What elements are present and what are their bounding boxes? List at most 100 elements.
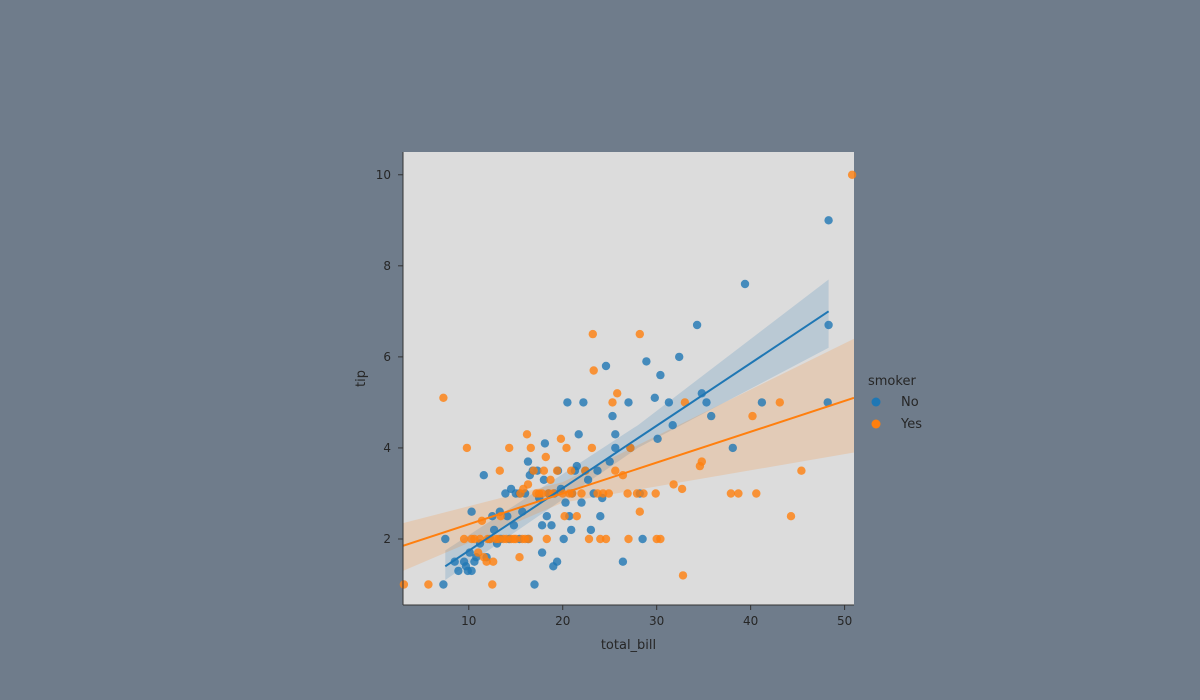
point-no [664, 398, 674, 407]
point-no [611, 443, 620, 453]
y-axis: 2 4 6 8 10 [376, 152, 404, 605]
point-yes [639, 489, 648, 498]
point-yes [726, 489, 736, 498]
point-no [439, 580, 448, 589]
point-yes [529, 466, 538, 475]
point-no [559, 534, 568, 544]
point-no [601, 361, 611, 371]
legend-title: smoker [868, 374, 916, 389]
legend: smoker No Yes [868, 374, 922, 432]
point-no [540, 439, 550, 448]
confidence-band-no [445, 279, 829, 580]
point-yes [560, 512, 569, 521]
x-tick-label: 30 [649, 614, 664, 628]
point-yes [526, 443, 535, 453]
point-yes [523, 480, 533, 489]
point-no [611, 430, 620, 439]
point-no [503, 512, 512, 521]
point-yes [786, 512, 796, 521]
point-yes [623, 489, 632, 498]
legend-label-yes: Yes [900, 417, 922, 432]
point-yes [632, 489, 642, 498]
point-yes [587, 443, 597, 453]
point-no [579, 398, 588, 407]
point-no [574, 430, 583, 439]
x-axis: 10 20 30 40 50 [403, 604, 854, 628]
point-no [467, 566, 476, 576]
point-yes [515, 553, 524, 562]
confidence-bands [403, 279, 854, 580]
point-yes [524, 534, 534, 544]
point-no [479, 471, 488, 480]
point-no [668, 421, 677, 430]
point-yes [624, 534, 633, 544]
point-yes [635, 329, 644, 339]
regression-lines [403, 310, 854, 568]
point-yes [847, 170, 857, 179]
point-no [552, 557, 562, 566]
x-tick-label: 20 [555, 614, 570, 628]
point-no [542, 512, 551, 521]
point-no [624, 398, 633, 407]
point-yes [748, 411, 757, 421]
point-no [454, 566, 463, 576]
legend-marker-yes [871, 419, 881, 429]
point-yes [488, 580, 497, 589]
point-no [728, 443, 737, 453]
point-yes [542, 534, 551, 544]
point-no [577, 498, 586, 507]
y-tick-label: 8 [383, 259, 391, 273]
point-no [740, 279, 750, 289]
plot-area [403, 152, 854, 605]
point-no [563, 398, 572, 407]
point-no [583, 475, 593, 484]
point-no [823, 398, 832, 407]
point-yes [572, 512, 581, 521]
point-yes [669, 480, 678, 489]
point-yes [697, 457, 706, 466]
x-tick-label: 50 [837, 614, 852, 628]
x-tick-label: 10 [461, 614, 476, 628]
point-no [441, 534, 450, 544]
point-no [537, 548, 547, 557]
point-yes [651, 489, 660, 498]
point-no [523, 457, 533, 466]
point-yes [495, 466, 504, 475]
y-tick-label: 2 [383, 532, 391, 546]
point-no [675, 352, 684, 362]
point-yes [539, 466, 549, 475]
y-tick-label: 6 [383, 350, 391, 364]
point-yes [489, 557, 498, 566]
point-yes [474, 548, 483, 557]
point-yes [797, 466, 806, 475]
y-tick-label: 4 [383, 441, 391, 455]
point-no [656, 370, 665, 380]
legend-marker-no [871, 397, 881, 407]
point-yes [556, 434, 566, 443]
point-yes [552, 466, 562, 475]
point-yes [588, 329, 597, 339]
point-yes [611, 466, 620, 475]
point-no [618, 557, 628, 566]
point-yes [601, 534, 611, 544]
point-yes [399, 580, 409, 589]
x-axis-label: total_bill [601, 638, 656, 653]
point-yes [677, 484, 687, 494]
point-yes [541, 452, 550, 462]
point-yes [589, 366, 598, 375]
point-no [530, 580, 539, 589]
point-yes [505, 443, 514, 453]
point-no [539, 475, 549, 484]
point-yes [635, 507, 644, 516]
point-yes [734, 489, 743, 498]
point-no [642, 357, 651, 366]
point-no [567, 525, 576, 535]
point-no [593, 466, 602, 475]
y-axis-label: tip [354, 370, 369, 387]
point-no [757, 398, 767, 407]
point-yes [482, 557, 491, 566]
point-no [586, 525, 596, 535]
point-no [650, 393, 659, 402]
point-yes [584, 534, 594, 544]
